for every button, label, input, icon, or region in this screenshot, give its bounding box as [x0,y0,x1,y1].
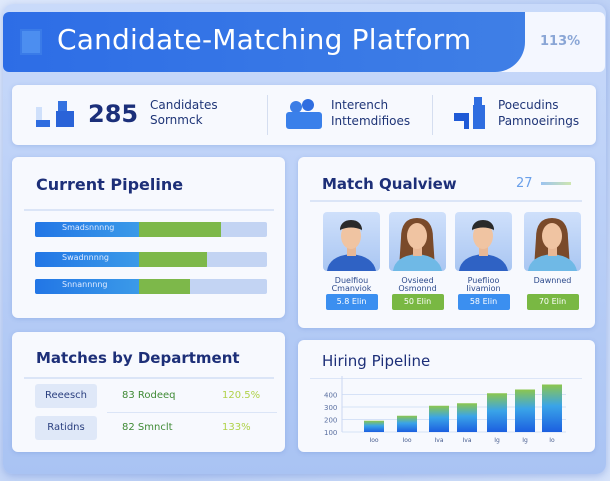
chart-bar[interactable] [397,415,417,432]
y-tick-label: 300 [324,404,337,412]
bar-fill-blue [35,279,140,294]
sparkline [541,182,571,185]
chart-title: Hiring Pipeline [322,352,431,370]
match-score-button[interactable]: 5.8 Elin [325,294,378,310]
bar-label: Snnannnng [62,280,108,289]
candidate-photo [389,212,446,271]
app-title: Candidate-Matching Platform [57,23,472,56]
stat-label: Candidates [150,98,218,112]
bar-label: Swadnnnng [62,253,109,262]
stat-openings[interactable]: Poecudins Pamnoeirings [433,85,596,145]
chart-bar[interactable] [429,405,449,432]
bar-fill-blue [35,222,140,237]
y-tick-label: 100 [324,429,337,437]
stats-strip: 285 Candidates Sornmck Interench Inttemd… [12,85,596,145]
department-name[interactable]: Ratidns [35,416,97,440]
department-name[interactable]: Reeesch [35,384,97,408]
candidate-photo [524,212,581,271]
chart-bar[interactable] [457,403,477,432]
candidates-count: 285 [88,100,139,128]
app-header: Candidate-Matching Platform 113% [3,12,605,72]
openings-icon [454,97,485,129]
divider [310,200,582,202]
divider [24,209,274,211]
matches-by-department-card: Matches by Department Reeesch 83 Rodeeq … [12,332,285,452]
x-tick-label: Ig [494,437,500,444]
match-score-button[interactable]: 50 Elin [391,294,444,310]
chart-bar[interactable] [542,384,562,433]
department-percent: 120.5% [222,390,261,401]
x-tick-label: Ig [522,437,528,444]
pipeline-bar: Swadnnnng [35,252,267,267]
candidate-name: Ovsieed Osmonnd [398,276,437,293]
match-overview-card: Match Qualview 27 Duelfiou Cmanviok 5.8 E… [298,157,595,328]
bar-label: Smadsnnnng [62,223,115,232]
divider [107,412,277,413]
divider [310,378,582,379]
zoom-level[interactable]: 113% [540,34,581,49]
candidate-card[interactable]: Pueflioo Iivamion 58 Elin [455,212,512,310]
bar-fill-green [139,252,207,267]
candidate-name: Duelfiou Cmanviok [331,276,372,293]
stat-label: Interench [331,98,389,112]
y-tick-label: 400 [324,392,337,400]
department-percent: 133% [222,422,251,433]
stat-interviews[interactable]: Interench Inttemdifioes [268,85,431,145]
stat-sublabel: Inttemdifioes [331,114,411,128]
bar-fill-blue [35,252,140,267]
stat-label: Poecudins [498,98,559,112]
pipeline-bar: Snnannnng [35,279,267,294]
x-tick-label: Iva [435,437,444,444]
chart-bar[interactable] [364,420,384,432]
x-tick-label: Ioo [369,437,378,444]
stat-candidates[interactable]: 285 Candidates Sornmck [12,85,267,145]
bar-fill-green [139,222,221,237]
x-tick-label: Ioo [402,437,411,444]
candidate-card[interactable]: Ovsieed Osmonnd 50 Elin [389,212,446,310]
match-score-button[interactable]: 58 Elin [457,294,510,310]
logo-icon [20,29,42,55]
divider [432,95,433,135]
hiring-pipeline-chart: 400 300 200 100 Ioo Ioo Iva Iva Ig Ig Io [324,376,566,444]
candidate-photo [323,212,380,271]
interviews-icon [286,99,322,129]
chart-bar[interactable] [487,393,507,432]
header-banner [3,12,525,72]
candidate-card[interactable]: Duelfiou Cmanviok 5.8 Elin [323,212,380,310]
candidate-photo [455,212,512,271]
bar-fill-green [139,279,191,294]
department-value: 82 Smnclt [122,422,173,433]
stat-sublabel: Pamnoeirings [498,114,580,128]
divider [24,377,274,379]
department-value: 83 Rodeeq [122,390,176,401]
card-title: Current Pipeline [36,175,184,194]
card-title: Matches by Department [36,349,240,367]
pipeline-bar: Smadsnnnng [35,222,267,237]
hiring-pipeline-card: Hiring Pipeline 400 300 200 100 Ioo Ioo Iva Iva… [298,340,595,452]
card-title: Match Qualview [322,175,457,193]
current-pipeline-card: Current Pipeline Smadsnnnng Swadnnnng Snna… [12,157,285,318]
stat-sublabel: Sornmck [150,113,203,127]
chart-bar[interactable] [515,389,535,433]
y-tick-label: 200 [324,417,337,425]
match-score-button[interactable]: 70 Elin [526,294,579,310]
candidates-icon [36,101,74,127]
x-tick-label: Io [549,437,555,444]
x-tick-label: Iva [463,437,472,444]
divider [267,95,268,135]
candidate-name: Dawnned [533,276,572,285]
candidate-name: Pueflioo Iivamion [466,276,501,293]
candidate-card[interactable]: Dawnned 70 Elin [524,212,581,310]
match-count: 27 [516,176,533,191]
